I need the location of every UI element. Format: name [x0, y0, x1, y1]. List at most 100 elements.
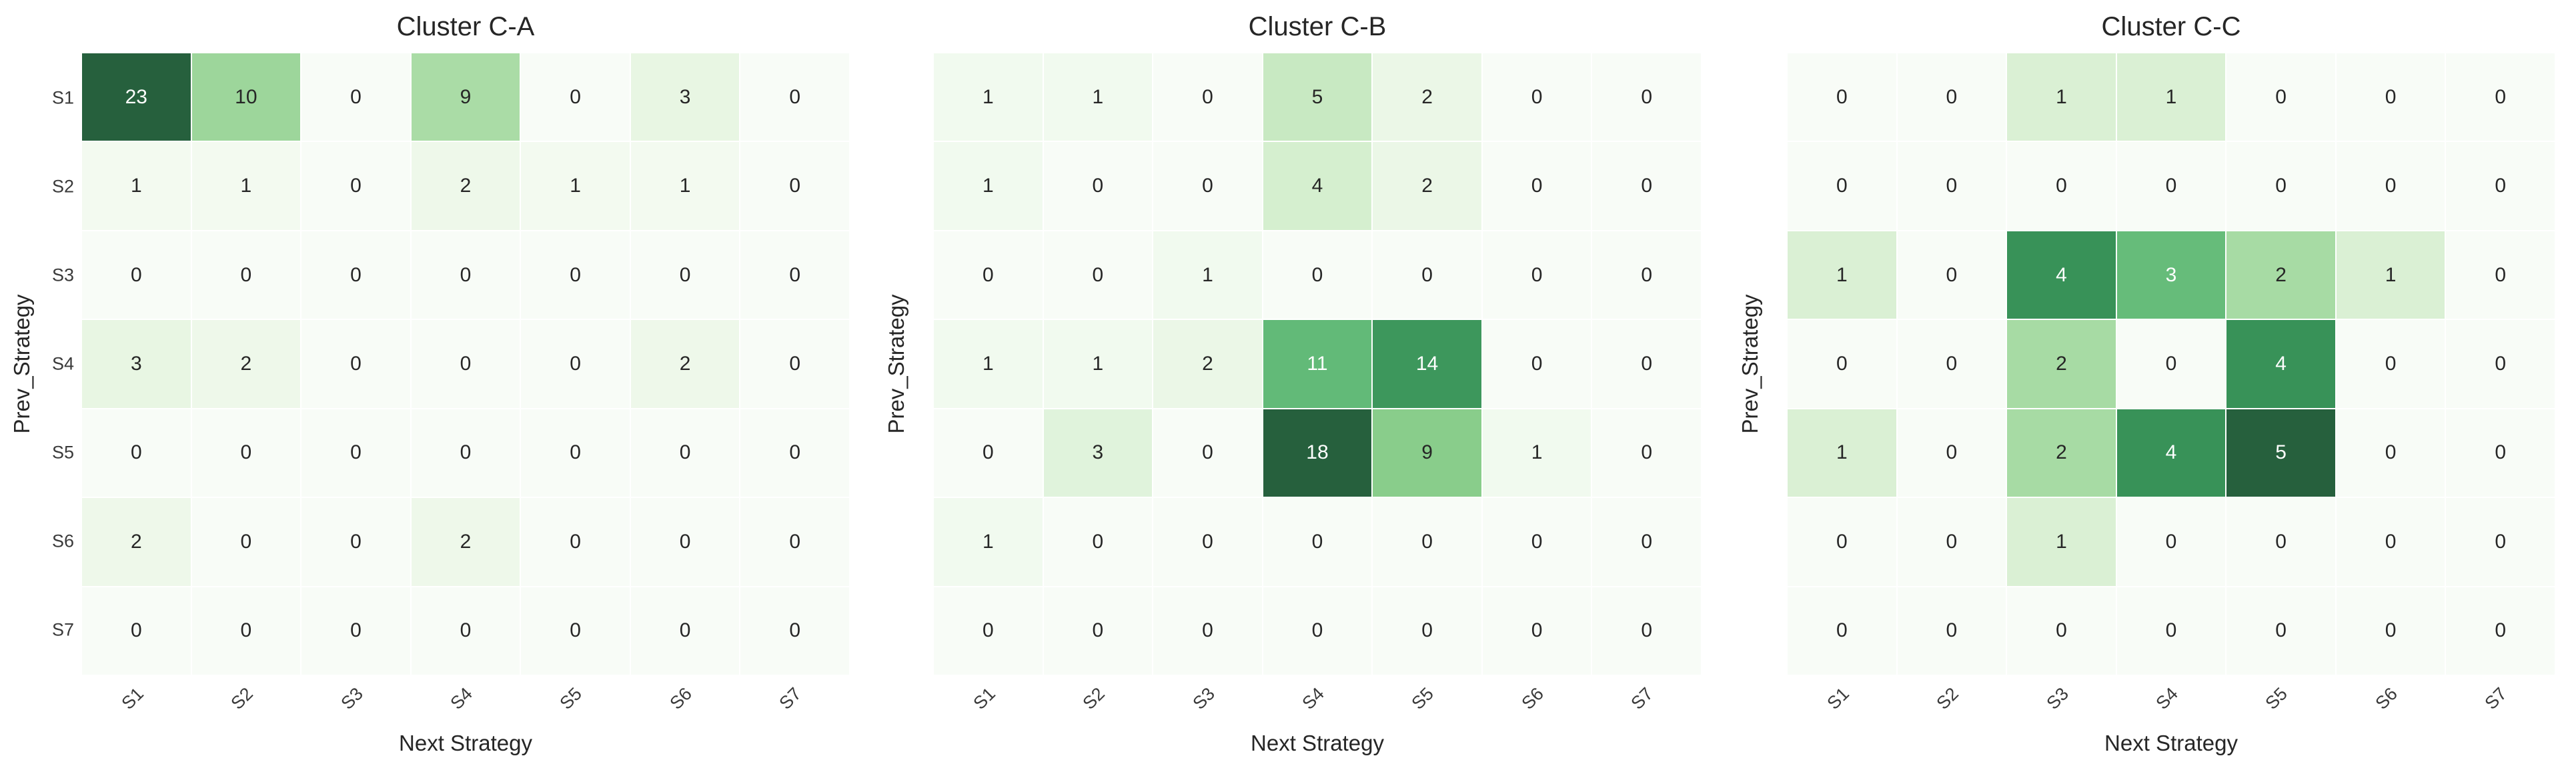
heatmap-cell: 2: [1373, 53, 1481, 141]
x-tick-label: S3: [2042, 683, 2072, 713]
heatmap-cell: 0: [1482, 142, 1591, 230]
heatmap-cell: 0: [1263, 498, 1372, 586]
heatmap-cell: 1: [521, 142, 630, 230]
x-tick-label: S1: [117, 683, 148, 713]
heatmap-cell: 0: [740, 498, 849, 586]
heatmap-cell: 0: [2007, 142, 2116, 230]
heatmap-cell: 0: [1263, 587, 1372, 675]
y-tick-label: S3: [51, 265, 74, 285]
heatmap-cell: 0: [1482, 587, 1591, 675]
heatmap-cell: 1: [1788, 231, 1896, 319]
heatmap-cell: 0: [2336, 498, 2445, 586]
heatmap-cell: 0: [2446, 320, 2555, 408]
heatmap-cell: 2: [82, 498, 191, 586]
heatmap-cell: 0: [2226, 53, 2335, 141]
heatmap-cell: 10: [191, 53, 301, 141]
heatmap-cell: 0: [2446, 587, 2555, 675]
heatmap-cell: 9: [411, 53, 520, 141]
heatmap-cell: 0: [301, 53, 410, 141]
y-tick-label: S7: [51, 619, 74, 640]
heatmap-cell: 0: [934, 587, 1043, 675]
heatmap-cell: 0: [521, 53, 630, 141]
chart-title: Cluster C-B: [1248, 11, 1387, 41]
heatmap-cell: 0: [740, 231, 849, 319]
plot-column: Cluster C-A 23 10 0 9 0 3 0 1 1 0 2 1 1 0 0 0 0 0 0 0 0 3 2 0 0 0…: [82, 0, 849, 774]
heatmap-cell: 0: [2336, 53, 2445, 141]
y-axis-label: Prev_Strategy: [884, 294, 908, 434]
chart-title: Cluster C-A: [396, 11, 535, 41]
heatmap-cell: 0: [1153, 409, 1262, 497]
heatmap-cell: 0: [1153, 53, 1262, 141]
heatmap-cell: 0: [191, 409, 301, 497]
heatmap-cell: 4: [2226, 320, 2335, 408]
heatmap-cell: 3: [82, 320, 191, 408]
y-axis-label: Prev_Strategy: [9, 294, 34, 434]
plot-column: Cluster C-B 1 1 0 5 2 0 0 1 0 0 4 2 0 0 0 0 1 0 0 0 0 1 1 2 11 14…: [934, 0, 1701, 774]
heatmap-cell: 0: [411, 409, 520, 497]
heatmap-cell: 0: [411, 231, 520, 319]
heatmap-cell: 0: [1153, 498, 1262, 586]
heatmap-cell: 3: [630, 53, 740, 141]
x-tick-label: S6: [665, 683, 696, 713]
heatmap-cell: 5: [2226, 409, 2335, 497]
heatmap-cell: 0: [1897, 231, 2006, 319]
y-tick-labels: S1 S2 S3 S4 S5 S6 S7: [39, 0, 82, 774]
heatmap-cell: 23: [82, 53, 191, 141]
heatmap-grid: 23 10 0 9 0 3 0 1 1 0 2 1 1 0 0 0 0 0 0 0 0 3 2 0 0 0 2 0 0 0 0 0 0 0 0 2 0 0…: [82, 53, 849, 675]
heatmap-cell: 0: [934, 409, 1043, 497]
heatmap-cell: 4: [1263, 142, 1372, 230]
y-tick-label: S5: [51, 442, 74, 463]
heatmap-cell: 0: [2446, 409, 2555, 497]
heatmap-cell: 0: [1897, 498, 2006, 586]
heatmap-cell: 0: [2336, 142, 2445, 230]
heatmap-cell: 0: [1897, 587, 2006, 675]
heatmap-cell: 0: [1592, 53, 1701, 141]
y-tick-label: S1: [51, 87, 74, 108]
heatmap-cell: 0: [301, 409, 410, 497]
y-tick-label: S2: [51, 176, 74, 197]
heatmap-cell: 1: [1153, 231, 1262, 319]
heatmap-cell: 0: [1153, 142, 1262, 230]
heatmap-cell: 0: [1373, 587, 1481, 675]
x-tick-label: S4: [2152, 683, 2182, 713]
heatmap-cell: 0: [521, 320, 630, 408]
heatmap-cell: 0: [191, 587, 301, 675]
heatmap-cell: 2: [411, 498, 520, 586]
x-tick-label: S3: [337, 683, 367, 713]
x-tick-labels: S1 S2 S3 S4 S5 S6 S7: [934, 675, 1701, 728]
x-tick-label: S7: [2481, 683, 2511, 713]
heatmap-cell: 0: [630, 587, 740, 675]
x-tick-label: S3: [1189, 683, 1219, 713]
heatmap-cell: 0: [934, 231, 1043, 319]
heatmap-cell: 0: [521, 498, 630, 586]
heatmap-cell: 1: [934, 320, 1043, 408]
heatmap-cell: 2: [1373, 142, 1481, 230]
y-axis-label-area: Prev_Strategy: [5, 0, 39, 774]
heatmap-cell: 14: [1373, 320, 1481, 408]
heatmap-cell: 1: [934, 498, 1043, 586]
heatmap-cell: 11: [1263, 320, 1372, 408]
heatmap-cell: 0: [1592, 320, 1701, 408]
heatmap-cell: 0: [301, 231, 410, 319]
heatmap-cell: 0: [740, 53, 849, 141]
heatmap-cell: 0: [1592, 409, 1701, 497]
heatmap-cell: 2: [1153, 320, 1262, 408]
heatmap-cell: 3: [2116, 231, 2226, 319]
heatmap-cell: 0: [1373, 498, 1481, 586]
heatmap-cell: 0: [1043, 587, 1153, 675]
heatmap-cell: 1: [934, 142, 1043, 230]
heatmap-cell: 0: [1592, 498, 1701, 586]
heatmap-cell: 0: [1788, 320, 1896, 408]
heatmap-cell: 0: [82, 587, 191, 675]
y-axis-label: Prev_Strategy: [1738, 294, 1762, 434]
y-axis-label-area: Prev_Strategy: [1713, 0, 1788, 774]
heatmap-cell: 4: [2007, 231, 2116, 319]
heatmap-cell: 0: [301, 587, 410, 675]
heatmap-cell: 0: [2226, 587, 2335, 675]
heatmap-cell: 0: [2336, 320, 2445, 408]
y-axis-label-area: Prev_Strategy: [859, 0, 934, 774]
heatmap-cell: 0: [2116, 142, 2226, 230]
